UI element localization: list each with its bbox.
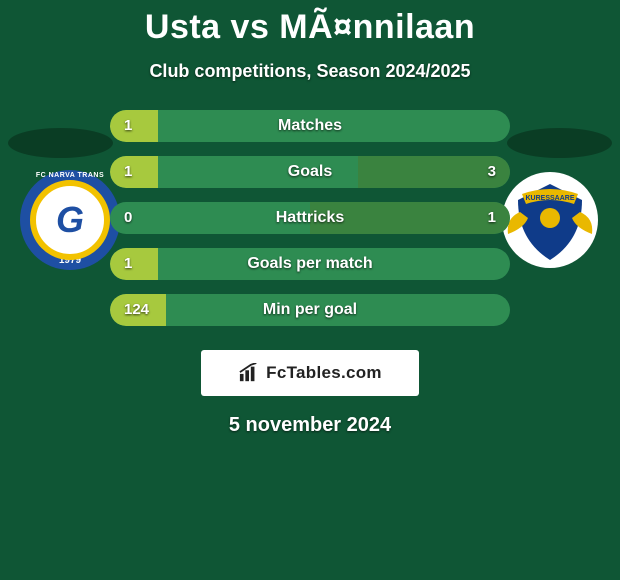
crest-shadow-left [8, 128, 113, 158]
brand-text: FcTables.com [266, 363, 382, 383]
stat-row: Hattricks0 1 [110, 202, 510, 234]
stats-card: Usta vs MÃ¤nnilaan Club competitions, Se… [0, 0, 620, 580]
crest-left-letter: G [56, 199, 84, 241]
subtitle: Club competitions, Season 2024/2025 [0, 61, 620, 82]
brand-box[interactable]: FcTables.com [201, 350, 419, 396]
crest-left-arc-text: FC NARVA TRANS [20, 172, 120, 179]
stat-label: Goals [110, 156, 510, 188]
crest-right-arc-text: KURESSAARE [525, 195, 574, 202]
footer-date: 5 november 2024 [0, 414, 620, 437]
stat-label: Min per goal [110, 294, 510, 326]
stat-label: Matches [110, 110, 510, 142]
stat-row: Goals per match1 [110, 248, 510, 280]
stat-value-left: 1 [124, 110, 132, 142]
page-title: Usta vs MÃ¤nnilaan [0, 8, 620, 47]
crest-shadow-right [507, 128, 612, 158]
crest-left-inner: G [30, 180, 110, 260]
stat-label: Hattricks [110, 202, 510, 234]
stat-row: Min per goal124 [110, 294, 510, 326]
stat-value-left: 1 [124, 156, 132, 188]
stat-value-left: 1 [124, 248, 132, 280]
stat-row: Matches1 [110, 110, 510, 142]
crest-right-svg: KURESSAARE [500, 170, 600, 270]
stat-value-left: 0 [124, 202, 132, 234]
stat-label: Goals per match [110, 248, 510, 280]
stat-row: Goals1 3 [110, 156, 510, 188]
stat-value-right: 3 [488, 156, 496, 188]
stats-list: Matches1Goals13Hattricks01Goals per matc… [110, 110, 510, 326]
chart-icon [238, 363, 260, 383]
stat-value-left: 124 [124, 294, 149, 326]
stat-value-right: 1 [488, 202, 496, 234]
club-crest-left: FC NARVA TRANS 1979 G [20, 170, 120, 270]
club-crest-right: KURESSAARE [500, 170, 600, 270]
